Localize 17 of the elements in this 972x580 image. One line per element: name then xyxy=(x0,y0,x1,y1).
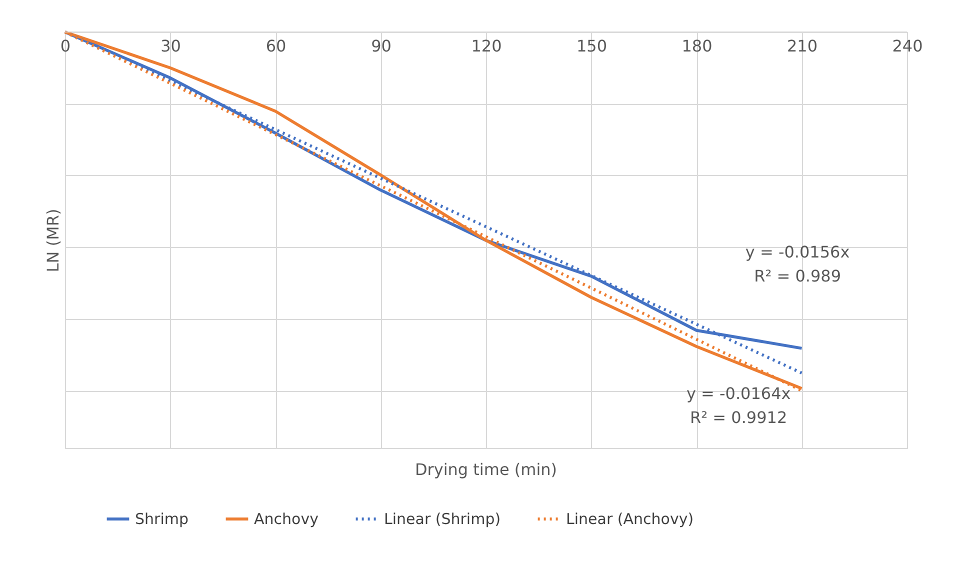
legend-label: Anchovy xyxy=(254,510,319,528)
x-tick-label: 60 xyxy=(266,36,286,56)
x-tick-label: 150 xyxy=(576,36,608,56)
legend-label: Linear (Shrimp) xyxy=(384,510,501,528)
x-axis-title: Drying time (min) xyxy=(414,460,558,479)
x-tick-label: 90 xyxy=(371,36,392,56)
x-tick-label: 180 xyxy=(682,36,712,56)
annotation: y = -0.0164x R² = 0.9912 xyxy=(686,384,791,427)
x-tick-label: 120 xyxy=(471,36,502,56)
legend-label: Shrimp xyxy=(135,510,188,528)
x-tick-label: 240 xyxy=(892,36,923,56)
y-axis-title: LN (MR) xyxy=(44,208,62,272)
x-tick-label: 30 xyxy=(160,36,181,56)
legend-label: Linear (Anchovy) xyxy=(566,510,694,528)
x-tick-label: 210 xyxy=(786,36,818,56)
annotation: y = -0.0156x R² = 0.989 xyxy=(745,242,850,286)
x-tick-label: 0 xyxy=(60,36,71,56)
